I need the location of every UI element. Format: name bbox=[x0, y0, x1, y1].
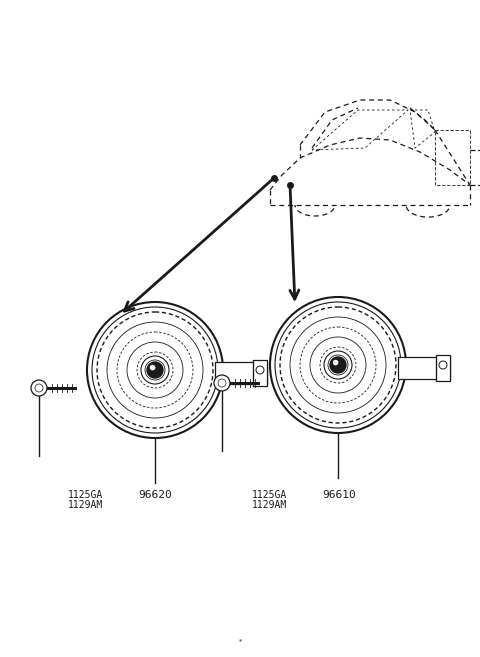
Bar bbox=[215, 362, 267, 384]
Bar bbox=[253, 360, 267, 386]
Circle shape bbox=[31, 380, 47, 396]
Circle shape bbox=[439, 361, 447, 369]
Text: 1129AM: 1129AM bbox=[252, 500, 287, 510]
Bar bbox=[436, 355, 450, 381]
Text: 1129AM: 1129AM bbox=[68, 500, 103, 510]
Circle shape bbox=[214, 375, 230, 391]
Text: 1125GA: 1125GA bbox=[68, 490, 103, 500]
Bar bbox=[398, 357, 450, 379]
Circle shape bbox=[147, 362, 163, 378]
Text: 96610: 96610 bbox=[322, 490, 356, 500]
Circle shape bbox=[330, 357, 346, 373]
Text: 1125GA: 1125GA bbox=[252, 490, 287, 500]
Circle shape bbox=[333, 360, 338, 365]
Circle shape bbox=[256, 366, 264, 374]
Circle shape bbox=[150, 365, 156, 371]
Text: 96620: 96620 bbox=[138, 490, 172, 500]
